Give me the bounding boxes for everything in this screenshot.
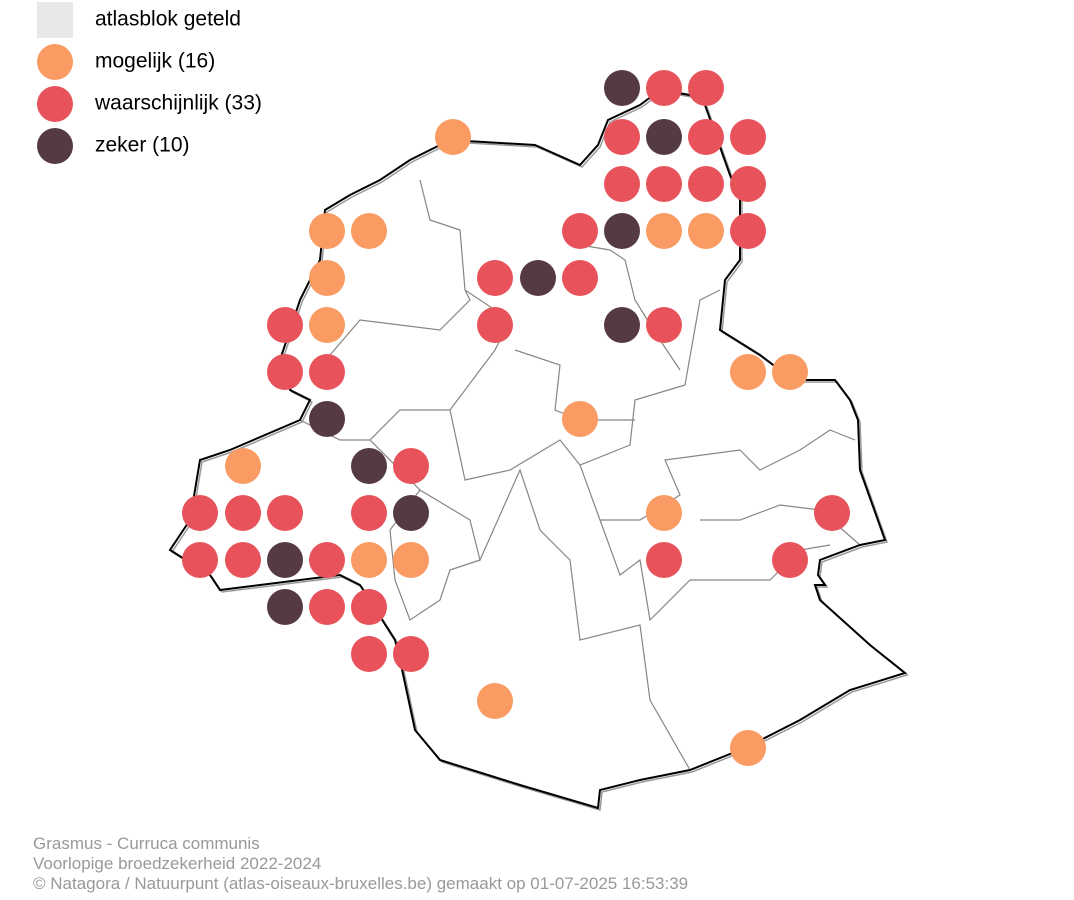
observation-dot: [309, 213, 345, 249]
observation-dot: [267, 495, 303, 531]
caption-line: © Natagora / Natuurpunt (atlas-oiseaux-b…: [33, 874, 688, 893]
observation-dot: [309, 354, 345, 390]
observation-dot: [182, 542, 218, 578]
observation-dot: [309, 260, 345, 296]
observation-dot: [562, 260, 598, 296]
observation-dot: [351, 589, 387, 625]
observation-dot: [646, 213, 682, 249]
observation-dot: [309, 307, 345, 343]
observation-dot: [435, 119, 471, 155]
observation-dot: [309, 401, 345, 437]
observation-dot: [646, 70, 682, 106]
observation-dot: [267, 307, 303, 343]
observation-dot: [730, 166, 766, 202]
observation-dot: [604, 119, 640, 155]
legend-label: zeker (10): [95, 134, 190, 157]
observation-dot: [477, 260, 513, 296]
observation-dots: [182, 70, 850, 766]
observation-dot: [646, 166, 682, 202]
observation-dot: [477, 683, 513, 719]
legend-label: mogelijk (16): [95, 50, 215, 73]
legend-label: waarschijnlijk (33): [94, 92, 262, 115]
observation-dot: [477, 307, 513, 343]
region-outline: [168, 88, 908, 810]
observation-dot: [730, 213, 766, 249]
observation-dot: [604, 307, 640, 343]
observation-dot: [393, 448, 429, 484]
observation-dot: [393, 636, 429, 672]
observation-dot: [688, 119, 724, 155]
observation-dot: [688, 166, 724, 202]
observation-dot: [351, 448, 387, 484]
observation-dot: [351, 542, 387, 578]
observation-dot: [646, 542, 682, 578]
legend-swatch: [37, 2, 73, 38]
observation-dot: [351, 213, 387, 249]
caption-line: Voorlopige broedzekerheid 2022-2024: [33, 854, 321, 873]
observation-dot: [225, 448, 261, 484]
observation-dot: [309, 589, 345, 625]
observation-dot: [393, 542, 429, 578]
observation-dot: [267, 589, 303, 625]
observation-dot: [730, 354, 766, 390]
observation-dot: [604, 213, 640, 249]
observation-dot: [646, 495, 682, 531]
legend-label: atlasblok geteld: [95, 8, 241, 31]
observation-dot: [772, 354, 808, 390]
legend-swatch: [37, 44, 73, 80]
observation-dot: [267, 542, 303, 578]
observation-dot: [225, 542, 261, 578]
observation-dot: [225, 495, 261, 531]
observation-dot: [688, 70, 724, 106]
legend-swatch: [37, 86, 73, 122]
observation-dot: [604, 70, 640, 106]
observation-dot: [562, 401, 598, 437]
observation-dot: [730, 119, 766, 155]
observation-dot: [646, 119, 682, 155]
observation-dot: [182, 495, 218, 531]
observation-dot: [393, 495, 429, 531]
observation-dot: [520, 260, 556, 296]
observation-dot: [730, 730, 766, 766]
municipality-borders: [299, 179, 861, 771]
observation-dot: [772, 542, 808, 578]
observation-dot: [267, 354, 303, 390]
observation-dot: [814, 495, 850, 531]
observation-dot: [562, 213, 598, 249]
observation-dot: [309, 542, 345, 578]
caption-line: Grasmus - Curruca communis: [33, 834, 260, 853]
observation-dot: [351, 636, 387, 672]
observation-dot: [604, 166, 640, 202]
observation-dot: [351, 495, 387, 531]
observation-dot: [688, 213, 724, 249]
legend-swatch: [37, 128, 73, 164]
observation-dot: [646, 307, 682, 343]
